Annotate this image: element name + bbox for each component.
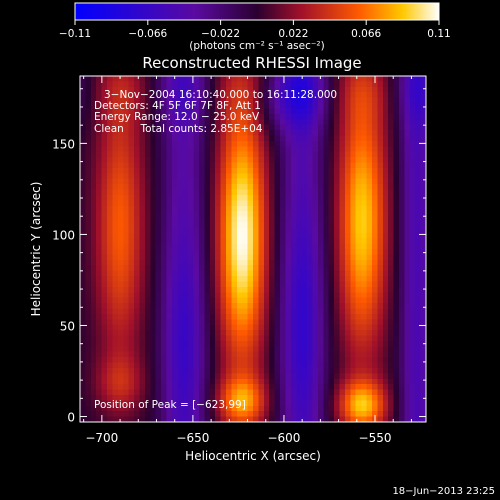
annotation-peak-position: Position of Peak = [−623,99]: [94, 399, 246, 411]
y-tick-label: 150: [52, 137, 75, 151]
annotation-detectors: Detectors: 4F 5F 6F 7F 8F, Att 1: [94, 100, 261, 112]
y-axis-label: Heliocentric Y (arcsec): [29, 182, 43, 317]
x-axis: −700 −650 −600 −550: [83, 76, 412, 445]
plot-frame: [79, 75, 427, 423]
colorbar-tick-label: −0.11: [59, 28, 91, 40]
generation-timestamp: 18−Jun−2013 23:25: [392, 486, 495, 497]
colorbar: −0.11 −0.066 −0.022 0.022 0.066 0.11 (photons…: [59, 2, 451, 52]
y-tick-label: 100: [52, 228, 75, 242]
annotation-energy-range: Energy Range: 12.0 − 25.0 keV: [94, 111, 260, 123]
colorbar-tick-label: −0.066: [128, 28, 167, 40]
colorbar-tick-label: 0.022: [278, 28, 308, 40]
colorbar-tick-label: 0.066: [351, 28, 381, 40]
y-axis: 0 50 100 150: [52, 88, 426, 425]
x-tick-label: −550: [359, 431, 392, 445]
x-axis-label: Heliocentric X (arcsec): [185, 449, 321, 463]
colorbar-ticks: −0.11 −0.066 −0.022 0.022 0.066 0.11: [59, 20, 451, 40]
colorbar-gradient: [74, 2, 440, 21]
annotation-time-range: 3−Nov−2004 16:10:40.000 to 16:11:28.000: [104, 89, 337, 101]
heatmap: [80, 76, 426, 422]
colorbar-unit-label: (photons cm⁻² s⁻¹ asec⁻²): [189, 40, 324, 52]
y-tick-label: 0: [67, 411, 75, 425]
colorbar-tick-label: 0.11: [427, 28, 450, 40]
colorbar-tick-label: −0.022: [201, 28, 240, 40]
chart-title: Reconstructed RHESSI Image: [142, 54, 361, 72]
x-tick-label: −600: [267, 431, 300, 445]
plot-annotations: 3−Nov−2004 16:10:40.000 to 16:11:28.000 …: [94, 89, 337, 411]
heatmap-image: [80, 76, 426, 422]
x-tick-label: −650: [176, 431, 209, 445]
annotation-clean-counts: Clean Total counts: 2.85E+04: [94, 123, 263, 135]
y-tick-label: 50: [60, 319, 75, 333]
x-tick-label: −700: [85, 431, 118, 445]
